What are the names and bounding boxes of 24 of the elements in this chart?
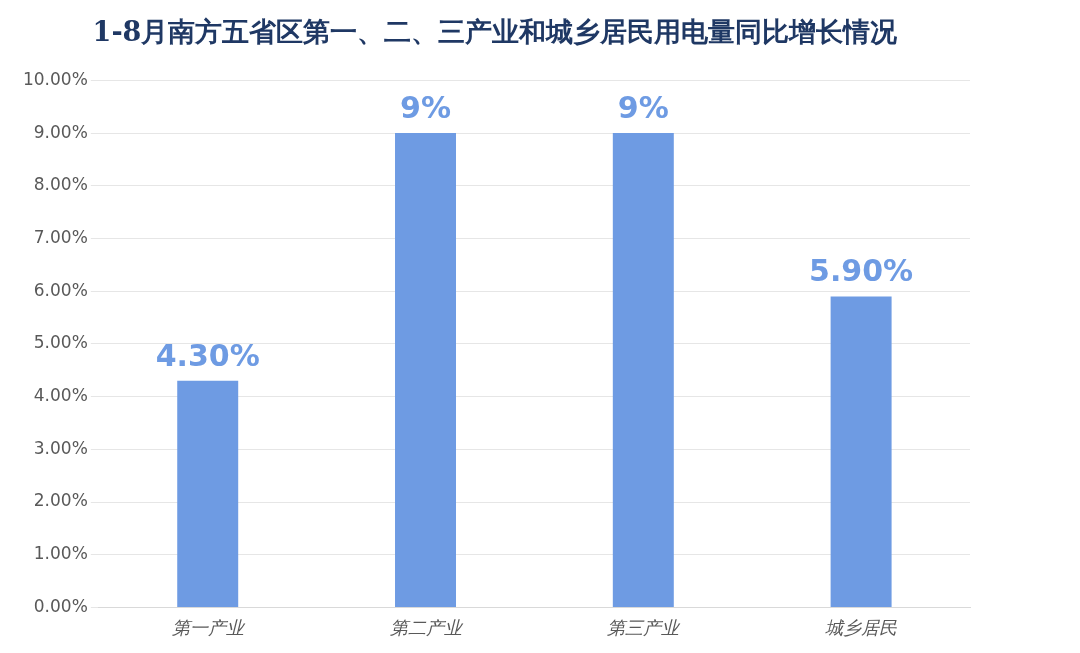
y-tick-label: 5.00% bbox=[33, 332, 88, 353]
data-label: 5.90% bbox=[809, 253, 914, 289]
data-label: 9% bbox=[617, 89, 669, 125]
y-tick-label: 7.00% bbox=[33, 226, 88, 247]
y-tick-label: 1.00% bbox=[33, 543, 88, 564]
y-tick-label: 10.00% bbox=[22, 68, 88, 89]
chart-title: 1-8月南方五省区第一、二、三产业和城乡居民用电量同比增长情况 bbox=[92, 16, 899, 48]
bar bbox=[612, 133, 674, 607]
data-label: 4.30% bbox=[155, 337, 260, 373]
x-tick-label: 第一产业 bbox=[171, 616, 246, 638]
y-tick-label: 3.00% bbox=[33, 437, 88, 458]
y-tick-label: 0.00% bbox=[33, 595, 88, 616]
y-tick-label: 9.00% bbox=[33, 121, 88, 142]
bar bbox=[395, 133, 456, 607]
y-tick-label: 4.00% bbox=[33, 385, 88, 406]
y-tick-label: 2.00% bbox=[33, 490, 88, 511]
bar bbox=[177, 380, 239, 607]
x-tick-label: 城乡居民 bbox=[825, 616, 898, 638]
x-tick-label: 第三产业 bbox=[607, 616, 682, 638]
bar bbox=[830, 296, 892, 607]
y-tick-label: 6.00% bbox=[33, 279, 88, 300]
data-label: 9% bbox=[400, 89, 451, 125]
x-tick-label: 第二产业 bbox=[389, 616, 464, 638]
y-tick-label: 8.00% bbox=[33, 174, 88, 195]
